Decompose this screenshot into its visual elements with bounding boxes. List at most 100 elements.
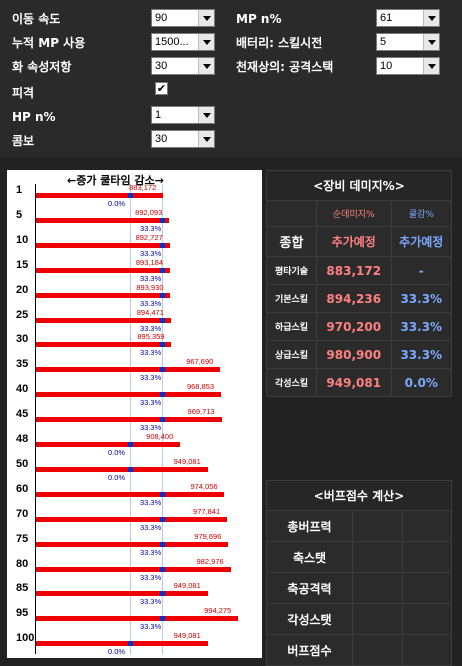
cooldown-value: 33.3%	[140, 597, 162, 607]
buff-input[interactable]	[401, 603, 452, 635]
damage-bar	[36, 466, 208, 472]
damage-value: 967,690	[186, 357, 214, 367]
cooldown-value: 0.0%	[108, 647, 126, 657]
row-label: 1	[16, 184, 23, 196]
heavenly-select[interactable]: 10	[376, 57, 440, 75]
damage-value: 895,359	[137, 332, 165, 342]
hp-label: HP n%	[12, 110, 56, 124]
row-damage: 970,200	[316, 312, 392, 341]
cooldown-value: 0.0%	[108, 448, 126, 457]
cooldown-value: 33.3%	[140, 398, 162, 408]
mp-label: MP n%	[236, 12, 282, 26]
cooldown-value: 0.0%	[108, 472, 126, 482]
cooldown-value: 33.3%	[140, 497, 162, 507]
cumulative-mp-select[interactable]: 1500...	[151, 33, 215, 51]
cooldown-value: 33.3%	[140, 373, 162, 383]
buff-input[interactable]	[401, 572, 452, 604]
hit-checkbox[interactable]: ✔	[155, 82, 168, 95]
buff-score-table: <버프점수 계산> 총버프력 축스탯 축공격력 각성스탯 버프점수	[266, 480, 452, 666]
damage-value: 949,081	[173, 456, 201, 466]
mp-select[interactable]: 61	[376, 9, 440, 27]
buff-row-label: 축공격력	[266, 572, 353, 604]
damage-bar	[36, 641, 208, 647]
battery-label: 배터리: 스킬시전	[236, 36, 323, 50]
row-label: 100	[16, 632, 35, 645]
move-speed-select[interactable]: 90	[151, 9, 215, 27]
damage-bar	[36, 193, 164, 198]
row-cool: 0.0%	[390, 368, 453, 397]
damage-value: 969,713	[187, 407, 215, 417]
cooldown-marker	[160, 516, 165, 522]
damage-bar	[36, 217, 170, 223]
fire-res-select[interactable]: 30	[151, 57, 215, 75]
cooldown-value: 33.3%	[140, 323, 162, 333]
buff-input[interactable]	[352, 572, 403, 604]
row-cool: 33.3%	[390, 340, 453, 369]
buff-input[interactable]	[401, 510, 452, 542]
damage-value: 982,976	[196, 556, 224, 566]
cooldown-marker	[160, 417, 165, 423]
chevron-down-icon[interactable]	[198, 107, 214, 123]
chevron-down-icon[interactable]	[198, 58, 214, 74]
cooldown-marker	[128, 193, 133, 198]
damage-bar	[36, 367, 221, 373]
cooldown-value: 33.3%	[140, 298, 162, 308]
damage-bar	[36, 242, 170, 248]
row-label: 80	[16, 557, 29, 570]
cooldown-marker	[160, 491, 165, 497]
damage-value: 908,400	[146, 432, 174, 441]
damage-value: 883,172	[129, 183, 157, 192]
hp-select[interactable]: 1	[151, 106, 215, 124]
buff-row-label: 총버프력	[266, 510, 353, 542]
damage-value: 892,727	[135, 232, 163, 242]
damage-value: 893,184	[135, 257, 164, 267]
cooldown-marker	[160, 242, 165, 248]
row-label: 75	[16, 532, 29, 545]
buff-row-label: 각성스탯	[266, 603, 353, 635]
damage-bar	[36, 317, 171, 323]
damage-bar	[36, 267, 170, 273]
row-label: 50	[16, 457, 29, 470]
damage-chart: ←증가 쿨타임 감소→ 1 883,172 0.0% 5 892,093 33.3% 10 8…	[7, 170, 262, 658]
combo-select[interactable]: 30	[151, 130, 215, 148]
buff-input[interactable]	[352, 603, 403, 635]
cooldown-value: 33.3%	[140, 348, 162, 358]
row-label: 60	[16, 482, 29, 495]
chart-title: ←증가 쿨타임 감소→	[67, 174, 164, 187]
move-speed-label: 이동 속도	[12, 12, 61, 26]
settings-panel: 이동 속도 90 누적 MP 사용 1500... 화 속성저항 30 피격 ✔…	[0, 0, 462, 157]
chevron-down-icon[interactable]	[198, 34, 214, 50]
row-label: 15	[16, 258, 29, 271]
damage-bar	[36, 442, 181, 447]
chevron-down-icon[interactable]	[423, 10, 439, 26]
damage-value: 977,841	[193, 506, 221, 516]
buff-input[interactable]	[352, 510, 403, 542]
damage-bar	[36, 591, 208, 597]
damage-value: 892,093	[135, 207, 163, 217]
battery-select[interactable]: 5	[376, 33, 440, 51]
row-label: 35	[16, 358, 29, 371]
row-label: 48	[16, 433, 29, 445]
row-damage: 949,081	[316, 368, 392, 397]
heavenly-label: 천재상의: 공격스택	[236, 60, 334, 74]
row-name: 하급스킬	[266, 312, 317, 341]
cooldown-value: 33.3%	[140, 223, 162, 233]
chevron-down-icon[interactable]	[198, 10, 214, 26]
cooldown-marker	[160, 591, 165, 597]
chevron-down-icon[interactable]	[198, 131, 214, 147]
row-name: 상급스킬	[266, 340, 317, 369]
row-damage: 894,236	[316, 284, 392, 313]
cooldown-marker	[160, 267, 165, 273]
equip-damage-table: <장비 데미지%> 순데미지% 쿨감% 종합 추가예정 추가예정 평타기술 883,…	[266, 170, 453, 494]
cooldown-marker	[160, 566, 165, 572]
buff-input[interactable]	[352, 541, 403, 573]
row-cool: -	[390, 256, 453, 285]
row-label: 30	[16, 333, 29, 346]
buff-input[interactable]	[401, 541, 452, 573]
chevron-down-icon[interactable]	[423, 34, 439, 50]
cooldown-marker	[128, 442, 133, 447]
row-label: 20	[16, 283, 29, 296]
damage-bar	[36, 541, 229, 547]
equip-title: <장비 데미지%>	[266, 170, 452, 201]
chevron-down-icon[interactable]	[423, 58, 439, 74]
